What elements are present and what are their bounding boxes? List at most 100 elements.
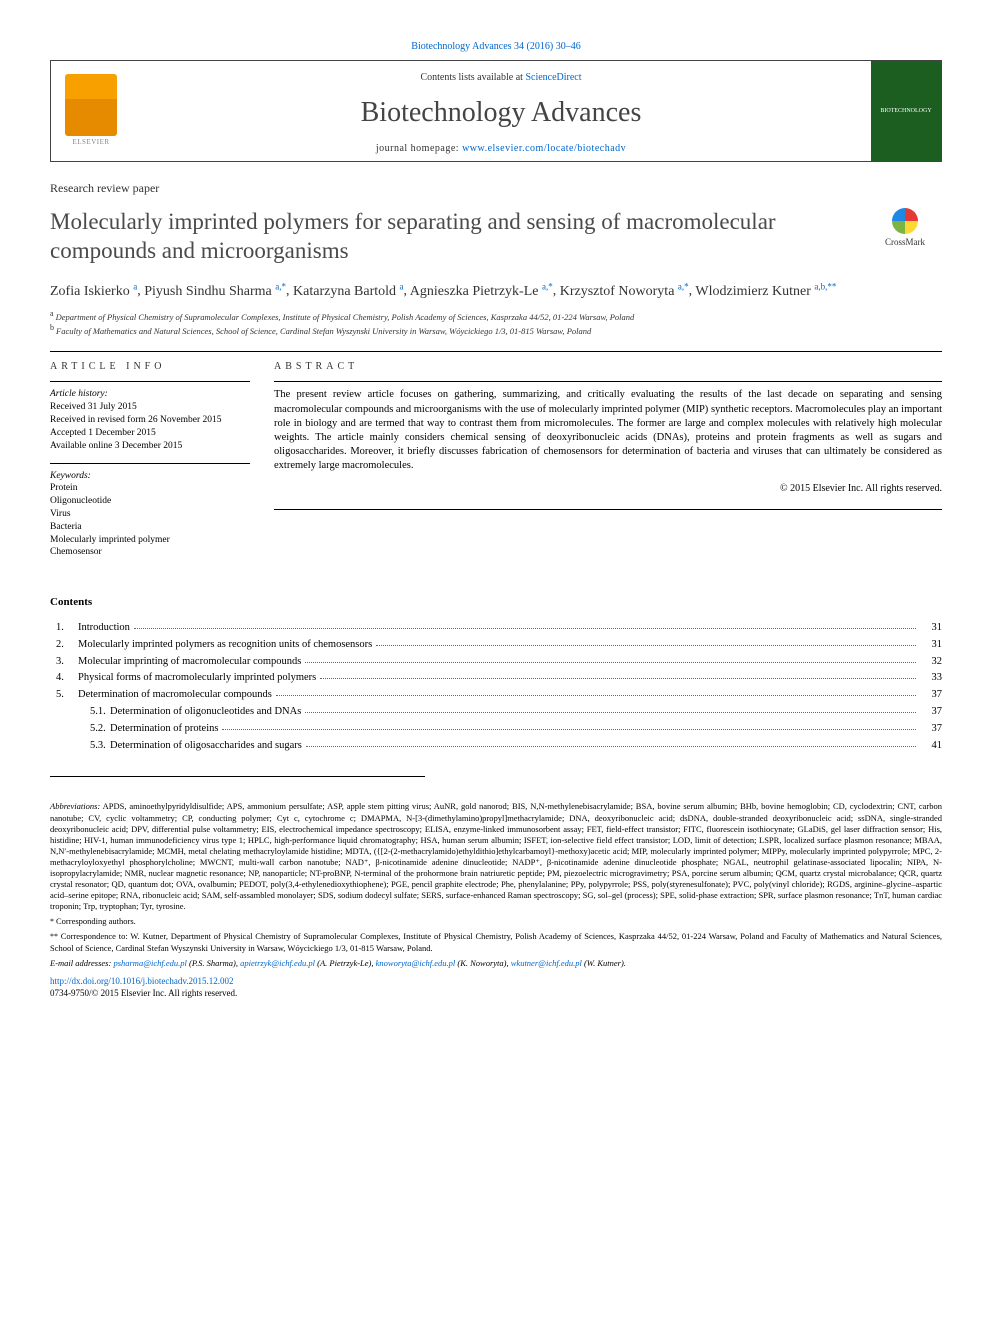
keywords-label: Keywords: [50, 470, 250, 483]
author: Zofia Iskierko a [50, 284, 137, 299]
author: Katarzyna Bartold a [293, 284, 404, 299]
article-title: Molecularly imprinted polymers for separ… [50, 208, 868, 266]
toc-page: 37 [920, 687, 942, 704]
author: Wlodzimierz Kutner a,b,** [695, 284, 836, 299]
toc-subnum: 5.2. [50, 721, 110, 738]
aff-link[interactable]: b [821, 281, 826, 291]
header-center: Contents lists available at ScienceDirec… [131, 61, 871, 162]
toc-page: 33 [920, 670, 942, 687]
keyword: Oligonucleotide [50, 495, 250, 508]
toc-row[interactable]: 1.Introduction31 [50, 620, 942, 637]
email-link[interactable]: knoworyta@ichf.edu.pl [376, 958, 456, 968]
abbrev-label: Abbreviations: [50, 801, 100, 811]
toc-num: 3. [50, 654, 78, 671]
toc-page: 37 [920, 704, 942, 721]
toc-row[interactable]: 4.Physical forms of macromolecularly imp… [50, 670, 942, 687]
fn-correspondence-to: Correspondence to: W. Kutner, Department… [50, 931, 942, 952]
toc-subrow[interactable]: 5.1.Determination of oligonucleotides an… [50, 704, 942, 721]
toc-num: 4. [50, 670, 78, 687]
homepage-label: journal homepage: [376, 143, 462, 154]
author-name[interactable]: Wlodzimierz Kutner [695, 284, 810, 299]
elsevier-tree-icon [65, 74, 117, 136]
contents-section: Contents 1.Introduction312.Molecularly i… [50, 595, 942, 754]
aff-link[interactable]: a [275, 281, 279, 291]
email-line: E-mail addresses: psharma@ichf.edu.pl (P… [50, 958, 942, 969]
author-sup: a [400, 281, 404, 291]
affiliation-b: Faculty of Mathematics and Natural Scien… [56, 326, 591, 336]
toc-page: 41 [920, 738, 942, 755]
bottom-block: http://dx.doi.org/10.1016/j.biotechadv.2… [50, 975, 942, 999]
toc-num: 1. [50, 620, 78, 637]
aff-link[interactable]: a [133, 281, 137, 291]
journal-homepage: journal homepage: www.elsevier.com/locat… [137, 142, 865, 156]
copyright: © 2015 Elsevier Inc. All rights reserved… [274, 482, 942, 496]
author-name[interactable]: Zofia Iskierko [50, 284, 130, 299]
toc-subtext: Determination of proteins [110, 721, 218, 738]
author-name[interactable]: Katarzyna Bartold [293, 284, 396, 299]
toc-subnum: 5.1. [50, 704, 110, 721]
running-head: Biotechnology Advances 34 (2016) 30–46 [50, 40, 942, 54]
email-label: E-mail addresses: [50, 958, 113, 968]
keyword: Virus [50, 508, 250, 521]
keyword: Protein [50, 482, 250, 495]
contents-line: Contents lists available at ScienceDirec… [137, 71, 865, 85]
article-info: article info Article history: Received 3… [50, 360, 250, 569]
keyword: Molecularly imprinted polymer [50, 534, 250, 547]
author-name[interactable]: Krzysztof Noworyta [560, 284, 675, 299]
issn-line: 0734-9750/© 2015 Elsevier Inc. All right… [50, 987, 942, 999]
toc-text: Molecularly imprinted polymers as recogn… [78, 637, 372, 654]
author-sup: a [133, 281, 137, 291]
toc-subrow[interactable]: 5.2.Determination of proteins37 [50, 721, 942, 738]
abbreviations-block: Abbreviations: APDS, aminoethylpyridyldi… [50, 801, 942, 968]
info-heading: article info [50, 360, 250, 374]
author: Krzysztof Noworyta a,* [560, 284, 689, 299]
toc-page: 31 [920, 620, 942, 637]
elsevier-text: ELSEVIER [72, 138, 109, 147]
abstract-heading: abstract [274, 360, 942, 374]
running-head-link[interactable]: Biotechnology Advances 34 (2016) 30–46 [411, 41, 580, 52]
homepage-link[interactable]: www.elsevier.com/locate/biotechadv [462, 143, 626, 154]
contents-heading: Contents [50, 595, 942, 610]
toc-num: 5. [50, 687, 78, 704]
author-name[interactable]: Piyush Sindhu Sharma [144, 284, 272, 299]
toc-row[interactable]: 5.Determination of macromolecular compou… [50, 687, 942, 704]
author: Piyush Sindhu Sharma a,* [144, 284, 286, 299]
aff-link[interactable]: a [678, 281, 682, 291]
contents-prefix: Contents lists available at [420, 72, 525, 83]
author: Agnieszka Pietrzyk-Le a,* [410, 284, 553, 299]
email-link[interactable]: apietrzyk@ichf.edu.pl [240, 958, 315, 968]
email-link[interactable]: psharma@ichf.edu.pl [113, 958, 186, 968]
toc-subtext: Determination of oligonucleotides and DN… [110, 704, 301, 721]
abstract-text: The present review article focuses on ga… [274, 388, 942, 473]
toc-subrow[interactable]: 5.3.Determination of oligosaccharides an… [50, 738, 942, 755]
doi-link[interactable]: http://dx.doi.org/10.1016/j.biotechadv.2… [50, 976, 234, 986]
sciencedirect-link[interactable]: ScienceDirect [525, 72, 581, 83]
toc-num: 2. [50, 637, 78, 654]
toc-subnum: 5.3. [50, 738, 110, 755]
aff-link[interactable]: a [814, 281, 818, 291]
toc-text: Physical forms of macromolecularly impri… [78, 670, 316, 687]
author-sup: a,* [678, 281, 689, 291]
history-label: Article history: [50, 388, 250, 401]
journal-header: ELSEVIER Contents lists available at Sci… [50, 60, 942, 163]
history-0: Received 31 July 2015 [50, 401, 250, 414]
author-sup: a,b,** [814, 281, 836, 291]
email-link[interactable]: wkutner@ichf.edu.pl [511, 958, 582, 968]
abstract-col: abstract The present review article focu… [274, 360, 942, 569]
authors-line: Zofia Iskierko a, Piyush Sindhu Sharma a… [50, 280, 942, 301]
toc-page: 32 [920, 654, 942, 671]
toc-text: Determination of macromolecular compound… [78, 687, 272, 704]
elsevier-logo: ELSEVIER [51, 61, 131, 162]
aff-link[interactable]: a [542, 281, 546, 291]
aff-link[interactable]: a [400, 281, 404, 291]
toc-row[interactable]: 2.Molecularly imprinted polymers as reco… [50, 637, 942, 654]
fn-corresponding: Corresponding authors. [56, 916, 136, 926]
author-sup: a,* [275, 281, 286, 291]
author-sup: a,* [542, 281, 553, 291]
affiliation-a: Department of Physical Chemistry of Supr… [56, 312, 635, 322]
history-1: Received in revised form 26 November 201… [50, 414, 250, 427]
crossmark-icon [892, 208, 918, 234]
toc-row[interactable]: 3.Molecular imprinting of macromolecular… [50, 654, 942, 671]
crossmark-badge[interactable]: CrossMark [868, 208, 942, 248]
author-name[interactable]: Agnieszka Pietrzyk-Le [410, 284, 539, 299]
